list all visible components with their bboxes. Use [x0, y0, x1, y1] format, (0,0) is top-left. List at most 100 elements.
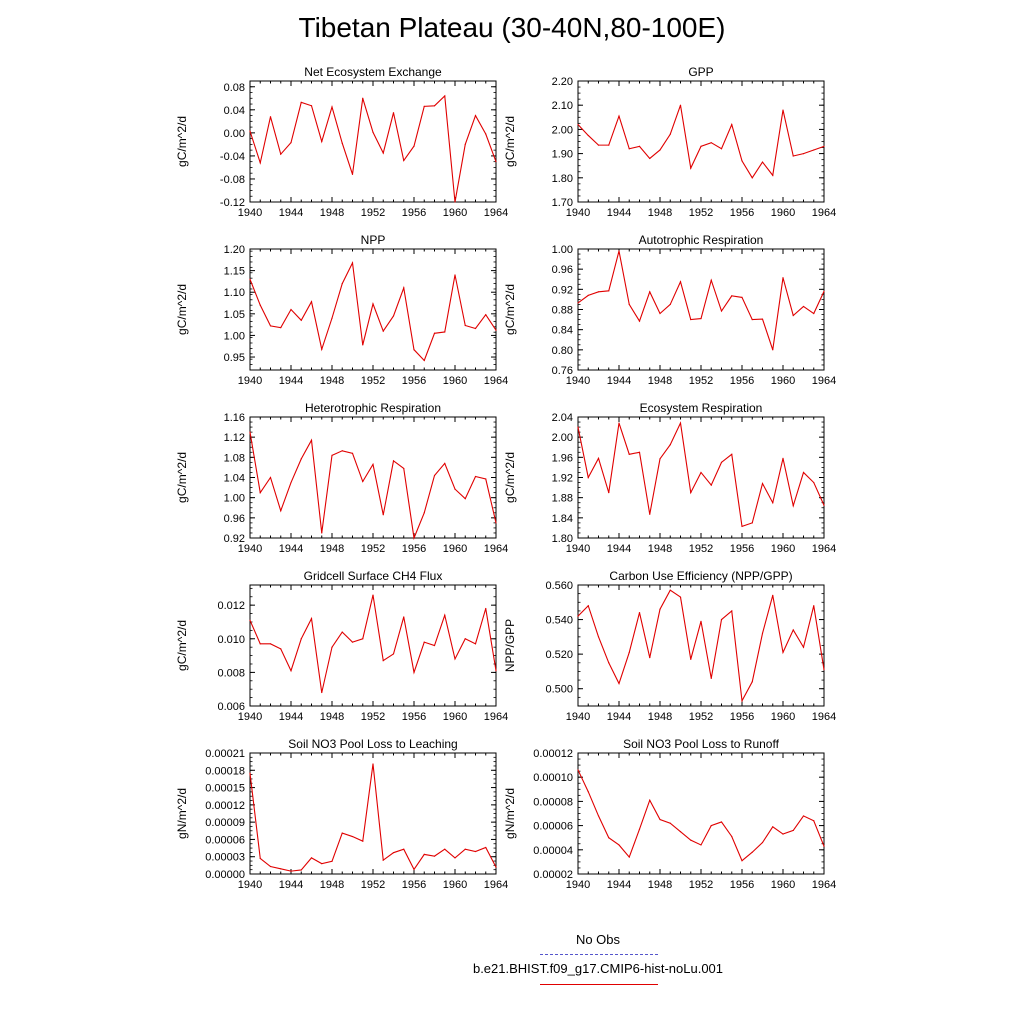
data-point	[741, 525, 743, 528]
y-tick-label: 0.00012	[205, 800, 245, 812]
data-point	[577, 123, 579, 126]
data-point	[761, 161, 764, 163]
data-point	[813, 149, 815, 151]
data-point	[444, 614, 446, 616]
data-point	[362, 97, 364, 99]
plot-frame	[249, 584, 497, 707]
data-point	[351, 452, 354, 454]
data-point	[813, 605, 815, 607]
data-point	[577, 302, 579, 304]
x-tick-label: 1940	[566, 543, 590, 555]
x-tick-label: 1944	[607, 543, 631, 555]
data-point	[362, 344, 364, 346]
y-tick-label: 0.08	[224, 82, 245, 94]
data-point	[290, 142, 292, 144]
data-point	[761, 318, 764, 320]
data-point	[823, 145, 825, 147]
data-point	[608, 837, 610, 839]
x-tick-label: 1944	[279, 375, 303, 387]
data-point	[792, 314, 794, 317]
y-tick-label: 1.04	[224, 473, 245, 485]
y-tick-label: 0.00018	[205, 765, 245, 777]
data-point	[454, 658, 456, 660]
chart-panel-2: NPP 1940 1944 1948 1952 1956 1960 1964 0.95 1.00 1…	[175, 233, 508, 387]
y-tick-label: 1.20	[224, 244, 245, 256]
data-point	[464, 324, 466, 327]
x-tick-label: 1948	[320, 375, 344, 387]
x-tick-label: 1960	[771, 375, 795, 387]
data-point	[351, 835, 354, 838]
data-point	[792, 505, 794, 507]
data-point	[495, 329, 497, 331]
y-tick-label: 1.96	[552, 452, 573, 464]
x-tick-label: 1940	[566, 375, 590, 387]
data-point	[280, 327, 282, 329]
data-point	[720, 618, 723, 621]
data-point	[587, 605, 589, 607]
data-point	[700, 844, 702, 846]
series-line-0	[249, 763, 497, 872]
data-point	[731, 453, 733, 455]
data-point	[403, 616, 405, 618]
data-point	[669, 589, 671, 591]
x-tick-label: 1960	[443, 879, 467, 891]
x-tick-label: 1944	[607, 207, 631, 219]
data-point	[772, 349, 774, 351]
chart-panel-8: Soil NO3 Pool Loss to Leaching 1940 1944 19…	[175, 737, 508, 891]
y-tick-label: 0.012	[217, 600, 245, 612]
data-point	[444, 848, 446, 850]
data-point	[802, 305, 805, 308]
y-axis-label: gC/m^2/d	[175, 620, 189, 671]
y-tick-label: -0.08	[220, 174, 245, 186]
data-point	[577, 426, 579, 428]
data-point	[720, 821, 723, 823]
data-point	[351, 641, 354, 643]
data-point	[587, 134, 589, 137]
y-tick-label: 0.00006	[533, 821, 573, 833]
data-point	[259, 492, 261, 494]
x-tick-label: 1956	[402, 543, 426, 555]
y-tick-label: 1.84	[552, 513, 573, 525]
x-tick-label: 1952	[689, 543, 713, 555]
data-point	[731, 610, 733, 612]
data-point	[761, 632, 764, 634]
chart-title: Soil NO3 Pool Loss to Runoff	[623, 737, 780, 751]
data-point	[628, 303, 630, 306]
x-tick-label: 1952	[361, 207, 385, 219]
data-point	[280, 510, 282, 512]
data-point	[403, 287, 405, 289]
y-tick-label: 1.88	[552, 493, 573, 505]
x-tick-label: 1956	[730, 207, 754, 219]
data-point	[720, 148, 723, 150]
data-point	[710, 142, 712, 144]
chart-title: NPP	[361, 233, 386, 247]
data-point	[321, 863, 323, 865]
x-tick-label: 1964	[484, 711, 508, 723]
data-point	[362, 480, 364, 483]
data-point	[813, 481, 815, 484]
x-tick-label: 1940	[238, 207, 262, 219]
data-point	[628, 453, 630, 455]
x-tick-label: 1964	[484, 207, 508, 219]
y-tick-label: 1.08	[224, 452, 245, 464]
x-tick-label: 1964	[484, 375, 508, 387]
x-tick-label: 1940	[238, 879, 262, 891]
chart-panel-1: GPP 1940 1944 1948 1952 1956 1960 1964 1.70 1.80 1…	[503, 65, 836, 219]
data-point	[638, 612, 641, 614]
x-tick-label: 1960	[443, 543, 467, 555]
data-point	[700, 471, 702, 474]
y-tick-label: 0.008	[217, 667, 245, 679]
data-point	[628, 148, 630, 150]
data-point	[382, 660, 384, 662]
data-point	[485, 133, 487, 135]
plot-frame	[249, 752, 497, 875]
data-point	[638, 828, 641, 830]
data-point	[618, 844, 620, 846]
plot-frame	[249, 80, 497, 203]
data-point	[474, 643, 477, 645]
data-point	[444, 331, 446, 333]
chart-panel-5: Ecosystem Respiration 1940 1944 1948 1952 195…	[503, 401, 836, 555]
data-point	[423, 512, 425, 514]
data-point	[351, 262, 354, 264]
y-tick-label: 0.00015	[205, 783, 245, 795]
